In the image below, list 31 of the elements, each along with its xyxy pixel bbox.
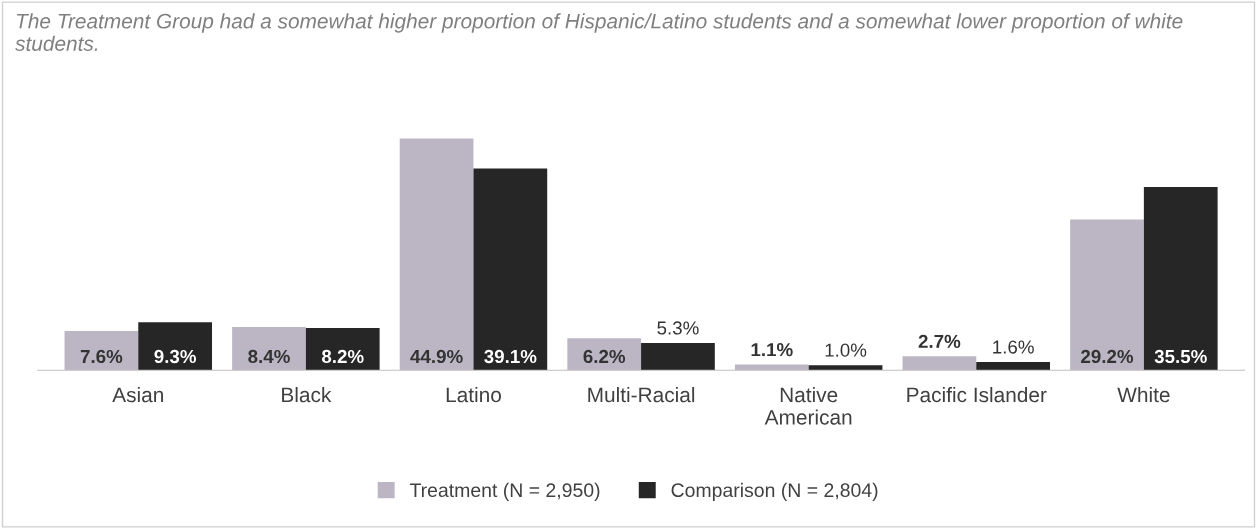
data-label: 1.1% bbox=[751, 343, 793, 357]
data-label: 2.7% bbox=[918, 334, 961, 348]
bar bbox=[138, 322, 213, 371]
x-tick-label: White bbox=[1117, 386, 1170, 403]
data-label: 8.4% bbox=[248, 349, 290, 364]
x-tick-label: Latino bbox=[446, 386, 501, 403]
data-label: 44.9% bbox=[410, 349, 463, 364]
chart-title: The Treatment Group had a somewhat higher proportion of Hispanic/Latino students and a somewhat lower proportion of white students. bbox=[15, 13, 1183, 51]
data-label: 5.3% bbox=[657, 321, 699, 335]
legend-label: Comparison (N = 2,804) bbox=[671, 482, 878, 501]
data-label: 9.3% bbox=[154, 349, 197, 364]
x-tick-label: Native American bbox=[764, 386, 852, 425]
data-label: 8.2% bbox=[321, 349, 364, 364]
bar bbox=[473, 168, 548, 371]
data-label: 1.6% bbox=[993, 340, 1034, 354]
x-tick-label: Asian bbox=[112, 386, 163, 403]
bar bbox=[976, 362, 1051, 371]
bar bbox=[808, 365, 883, 371]
data-label: 6.2% bbox=[583, 349, 626, 364]
data-label: 7.6% bbox=[80, 349, 123, 364]
x-tick-label: Black bbox=[282, 386, 332, 403]
data-label: 39.1% bbox=[484, 349, 537, 364]
x-tick-label: Pacific Islander bbox=[907, 386, 1047, 403]
bar bbox=[305, 327, 380, 371]
data-label: 35.5% bbox=[1154, 349, 1207, 364]
bar bbox=[1143, 187, 1218, 371]
legend-label: Treatment (N = 2,950) bbox=[409, 482, 600, 501]
data-label: 29.2% bbox=[1081, 349, 1134, 364]
data-label: 1.0% bbox=[825, 343, 867, 357]
x-tick-label: Multi-Racial bbox=[588, 386, 695, 403]
bar bbox=[641, 342, 715, 371]
